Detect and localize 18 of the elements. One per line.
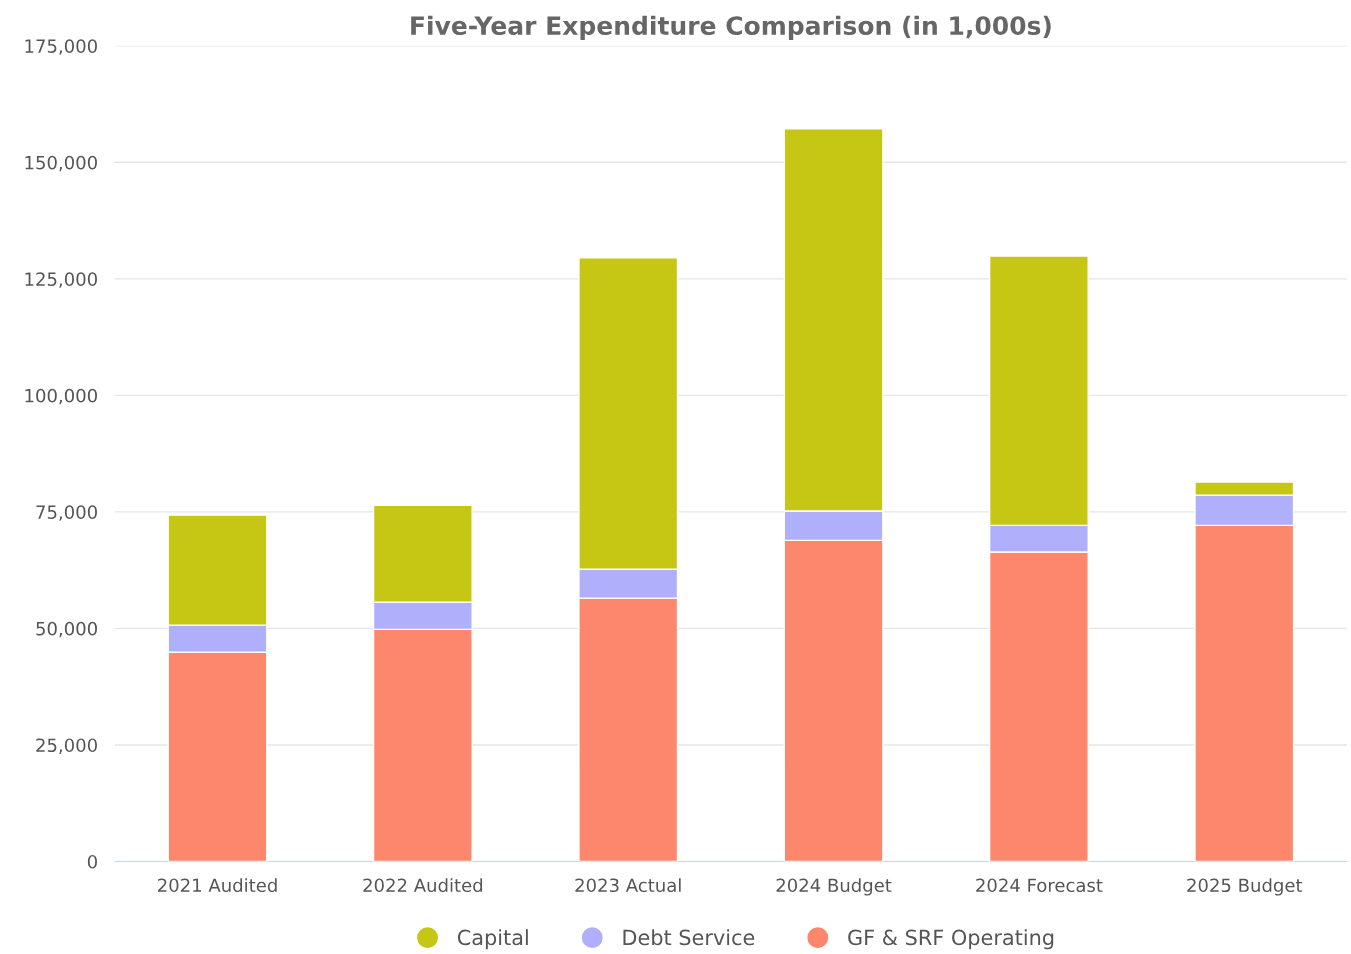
y-tick-label: 175,000 bbox=[25, 39, 97, 55]
x-tick-label: 2023 Actual bbox=[575, 878, 681, 893]
chart-title: Five-Year Expenditure Comparison (in 1,000s) bbox=[411, 15, 1051, 40]
x-tick-label: 2022 Audited bbox=[363, 878, 483, 893]
y-tick-label: 150,000 bbox=[25, 155, 97, 172]
y-tick-label: 75,000 bbox=[36, 505, 97, 521]
x-tick-label: 2021 Audited bbox=[158, 878, 277, 893]
y-tick-label: 0 bbox=[87, 854, 97, 869]
x-tick-label: 2024 Budget bbox=[776, 878, 892, 896]
x-tick-label: 2025 Budget bbox=[1187, 878, 1303, 896]
legend-label: GF & SRF Operating bbox=[848, 929, 1054, 950]
y-tick-label: 25,000 bbox=[36, 738, 97, 754]
x-tick-label: 2024 Forecast bbox=[976, 878, 1103, 893]
y-tick-label: 50,000 bbox=[36, 621, 97, 638]
y-tick-label: 125,000 bbox=[25, 272, 97, 288]
y-tick-label: 100,000 bbox=[25, 388, 97, 405]
legend-label: Capital bbox=[457, 929, 528, 950]
legend-label: Debt Service bbox=[623, 929, 755, 946]
